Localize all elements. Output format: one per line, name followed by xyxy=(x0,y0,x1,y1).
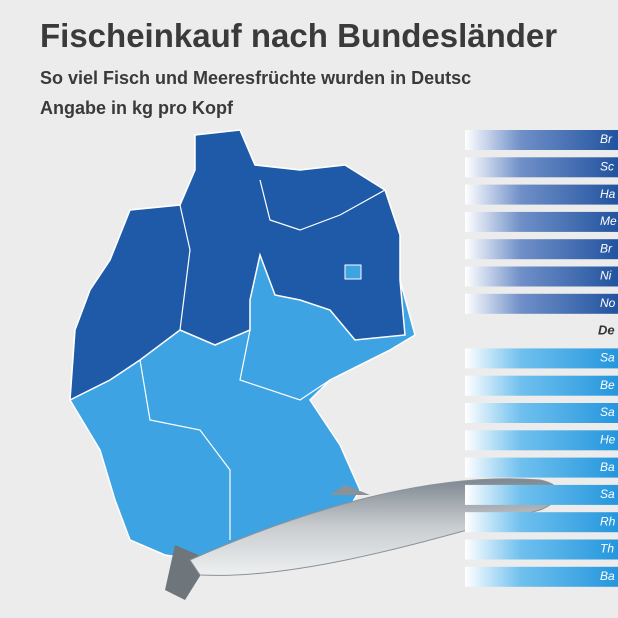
bar-list: Br Sc Ha Me Br Ni No De Sa Be Sa He Ba Sa Rh Th Ba xyxy=(465,130,618,587)
row-label: Sa xyxy=(600,405,615,419)
row-bar xyxy=(465,375,618,396)
border-line xyxy=(239,329,331,401)
row-label: Sa xyxy=(600,351,615,365)
border-line xyxy=(139,359,231,540)
row-bar xyxy=(465,239,618,260)
map xyxy=(69,129,416,561)
row-bar xyxy=(465,293,618,314)
row-bar xyxy=(465,130,618,150)
row-label: Br xyxy=(600,241,613,255)
title: Fischeinkauf nach Bundesländer xyxy=(40,17,557,54)
fish-fin xyxy=(330,485,370,495)
border-line xyxy=(179,204,191,331)
row-label: Sc xyxy=(600,159,614,173)
border-line xyxy=(259,179,386,231)
row-label: Me xyxy=(600,214,617,228)
row-bar xyxy=(465,211,618,232)
row-label: Rh xyxy=(600,514,616,528)
row-bar xyxy=(465,539,618,560)
row-label: Be xyxy=(600,378,615,392)
row-bar xyxy=(465,348,618,369)
row-bar xyxy=(465,566,618,587)
row-label: De xyxy=(598,323,615,338)
row-label: Ba xyxy=(600,569,615,583)
row-label: Ha xyxy=(600,187,616,201)
map-north xyxy=(69,129,406,402)
row-label: Th xyxy=(600,542,614,556)
row-bar xyxy=(465,512,618,533)
berlin xyxy=(344,264,362,280)
row-bar xyxy=(465,430,618,451)
row-bar xyxy=(465,457,618,478)
row-bar xyxy=(465,157,618,178)
row-label: He xyxy=(600,432,616,446)
row-label: Sa xyxy=(600,487,615,501)
row-bar xyxy=(465,484,618,505)
row-label: Ni xyxy=(600,269,612,283)
row-label: No xyxy=(600,296,616,310)
row-label: Ba xyxy=(600,460,615,474)
unit-note: Angabe in kg pro Kopf xyxy=(40,98,234,118)
row-bar xyxy=(465,403,618,423)
row-bar xyxy=(465,184,618,205)
subtitle: So viel Fisch und Meeresfrüchte wurden i… xyxy=(40,68,471,88)
row-bar xyxy=(465,266,618,287)
row-label: Br xyxy=(600,132,613,146)
